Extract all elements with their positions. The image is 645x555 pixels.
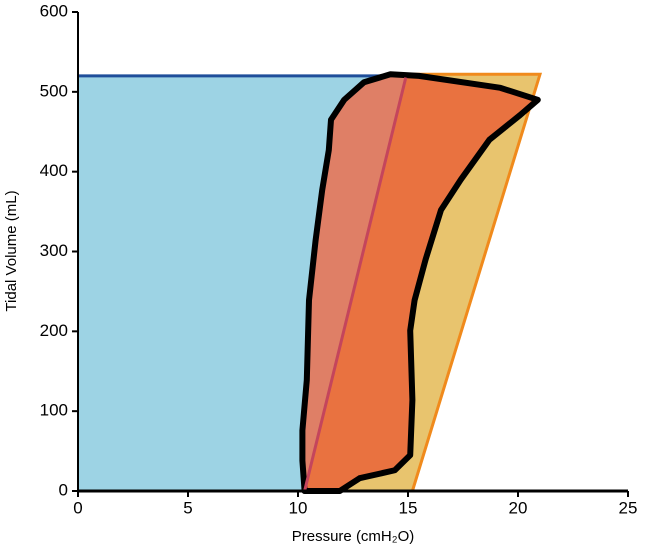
y-axis-label: Tidal Volume (mL): [3, 190, 20, 311]
x-tick-label: 20: [509, 498, 528, 517]
y-tick-label: 200: [40, 321, 68, 340]
x-tick-label: 25: [619, 498, 638, 517]
y-tick-label: 100: [40, 401, 68, 420]
line: [408, 72, 543, 492]
line: [303, 77, 408, 492]
x-tick-label: 0: [73, 498, 82, 517]
x-tick-label: 15: [399, 498, 418, 517]
loop-outline: [299, 71, 541, 494]
x-axis-label: Pressure (cmH₂O): [292, 528, 415, 545]
y-tick-label: 600: [40, 1, 68, 20]
y-tick-label: 0: [59, 480, 68, 499]
x-tick-label: 10: [289, 498, 308, 517]
y-tick-label: 500: [40, 81, 68, 100]
x-tick-label: 5: [183, 498, 192, 517]
y-tick-label: 300: [40, 241, 68, 260]
y-tick-label: 400: [40, 161, 68, 180]
